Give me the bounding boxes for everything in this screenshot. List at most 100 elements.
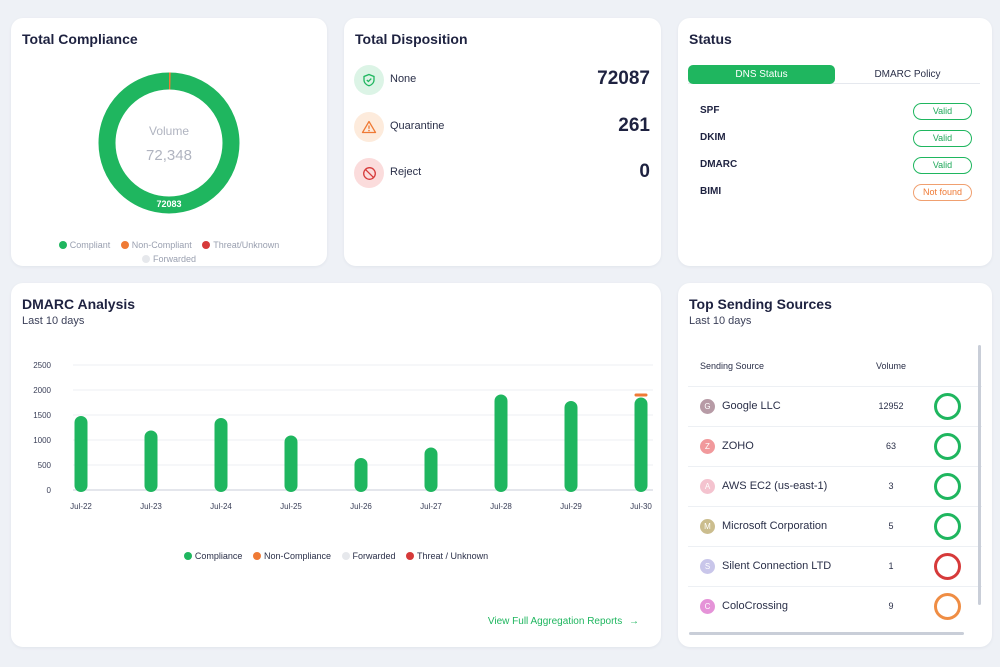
source-status-ring[interactable]: [934, 553, 961, 580]
total-compliance-card: Total Compliance Volume 72,348 72083 Com…: [11, 18, 327, 266]
disposition-label: Quarantine: [390, 120, 445, 132]
source-avatar: G: [700, 399, 715, 414]
y-tick-label: 500: [38, 461, 52, 470]
dot-icon: [120, 241, 129, 249]
sources-table-header: Sending Source Volume: [678, 361, 978, 387]
source-avatar: M: [700, 519, 715, 534]
source-name: ZOHO: [722, 440, 754, 452]
source-status-ring[interactable]: [934, 433, 961, 460]
legend-label: Compliant: [69, 240, 111, 250]
status-card: Status DNS Status DMARC Policy SPF Valid…: [678, 18, 992, 266]
source-name: AWS EC2 (us-east-1): [722, 480, 828, 492]
non-compliant-arc: [98, 72, 240, 214]
disposition-row-quarantine: Quarantine 261: [354, 112, 650, 142]
legend-label: Threat/Unknown: [213, 240, 280, 250]
source-volume: 9: [888, 601, 894, 611]
source-volume: 12952: [878, 401, 904, 411]
legend-label: Forwarded: [352, 551, 396, 561]
dot-icon: [406, 552, 415, 560]
table-row[interactable]: G Google LLC 12952: [688, 386, 982, 426]
compliance-bar: [144, 430, 158, 492]
status-badge: Valid: [913, 103, 972, 120]
horizontal-scrollbar[interactable]: [689, 632, 964, 635]
legend-label: Non-Compliant: [131, 240, 192, 250]
disposition-value: 0: [639, 161, 650, 182]
card-title: DMARC Analysis: [22, 296, 136, 312]
tab-dmarc-policy[interactable]: DMARC Policy: [874, 69, 941, 80]
dmarc-analysis-card: DMARC Analysis Last 10 days 0 500 1000 1500…: [11, 283, 661, 647]
y-tick-label: 0: [47, 486, 52, 495]
table-row[interactable]: S Silent Connection LTD 1: [688, 546, 982, 586]
view-full-reports-link[interactable]: View Full Aggregation Reports →: [488, 616, 639, 627]
source-name: ColoCrossing: [722, 600, 789, 612]
source-volume: 5: [888, 521, 894, 531]
prohibited-icon: [354, 158, 384, 188]
disposition-row-reject: Reject 0: [354, 158, 650, 188]
x-tick-label: Jul-25: [280, 502, 302, 511]
card-title: Status: [689, 31, 732, 47]
table-row[interactable]: C ColoCrossing 9: [688, 586, 982, 626]
total-disposition-card: Total Disposition None 72087 Quarantine …: [344, 18, 661, 266]
vertical-scrollbar[interactable]: [978, 345, 981, 605]
source-volume: 3: [888, 481, 894, 491]
source-status-ring[interactable]: [934, 473, 961, 500]
source-avatar: S: [700, 559, 715, 574]
table-row[interactable]: A AWS EC2 (us-east-1) 3: [688, 466, 982, 506]
status-badge: Not found: [913, 184, 972, 201]
warning-triangle-icon: [354, 112, 384, 142]
table-row[interactable]: M Microsoft Corporation 5: [688, 506, 982, 546]
source-avatar: Z: [700, 439, 715, 454]
dot-icon: [58, 241, 67, 249]
dmarc-bar-chart: 0 500 1000 1500 2000 2500 Jul-22 Jul-23 Jul-24 Ju…: [33, 361, 653, 511]
source-status-ring[interactable]: [934, 393, 961, 420]
compliance-bar: [494, 394, 508, 492]
x-tick-label: Jul-30: [630, 502, 652, 511]
compliance-donut[interactable]: Volume 72,348 72083: [95, 69, 243, 217]
legend-threat[interactable]: Threat/Unknown: [202, 240, 279, 250]
legend-label: Forwarded: [152, 254, 197, 264]
source-status-ring[interactable]: [934, 513, 961, 540]
compliant-arc: [98, 72, 240, 214]
x-tick-label: Jul-26: [350, 502, 372, 511]
card-title: Top Sending Sources: [689, 296, 832, 312]
legend-forwarded[interactable]: Forwarded: [341, 551, 396, 561]
legend-forwarded[interactable]: Forwarded: [141, 254, 197, 264]
shield-check-icon: [354, 65, 384, 95]
x-tick-label: Jul-24: [210, 502, 232, 511]
source-status-ring[interactable]: [934, 593, 961, 620]
compliance-legend: Compliant Non-Compliant Threat/Unknown: [11, 236, 327, 254]
compliance-bar: [634, 397, 648, 492]
card-title: Total Disposition: [355, 31, 468, 47]
legend-non-compliance[interactable]: Non-Compliance: [252, 551, 331, 561]
tab-dns-status[interactable]: DNS Status: [688, 65, 835, 84]
compliance-bar: [564, 401, 578, 492]
x-tick-label: Jul-27: [420, 502, 442, 511]
compliance-bar: [214, 418, 228, 492]
card-title: Total Compliance: [22, 31, 138, 47]
source-name: Google LLC: [722, 400, 781, 412]
legend-threat-unknown[interactable]: Threat / Unknown: [406, 551, 488, 561]
legend-compliance[interactable]: Compliance: [183, 551, 242, 561]
table-row[interactable]: Z ZOHO 63: [688, 426, 982, 466]
legend-compliant[interactable]: Compliant: [58, 240, 111, 250]
status-row-bimi: BIMI Not found: [700, 184, 972, 202]
y-tick-label: 2000: [33, 386, 51, 395]
compliance-bar: [354, 458, 368, 492]
chart-legend: Compliance Non-Compliance Forwarded Thre…: [11, 551, 661, 562]
status-tabs: DNS Status DMARC Policy: [688, 65, 980, 84]
card-subtitle: Last 10 days: [689, 315, 752, 327]
disposition-row-none: None 72087: [354, 65, 650, 95]
source-volume: 1: [888, 561, 894, 571]
source-name: Microsoft Corporation: [722, 520, 828, 532]
dot-icon: [252, 552, 261, 560]
disposition-value: 261: [618, 115, 650, 136]
legend-non-compliant[interactable]: Non-Compliant: [120, 240, 192, 250]
legend-label: Non-Compliance: [263, 551, 331, 561]
status-name: SPF: [700, 105, 720, 116]
x-tick-label: Jul-22: [70, 502, 92, 511]
status-name: DMARC: [700, 159, 738, 170]
source-volume: 63: [885, 441, 896, 451]
non-compliance-bar: [634, 393, 648, 397]
compliance-bar: [424, 447, 438, 492]
compliance-legend-row2: Forwarded: [11, 250, 327, 268]
